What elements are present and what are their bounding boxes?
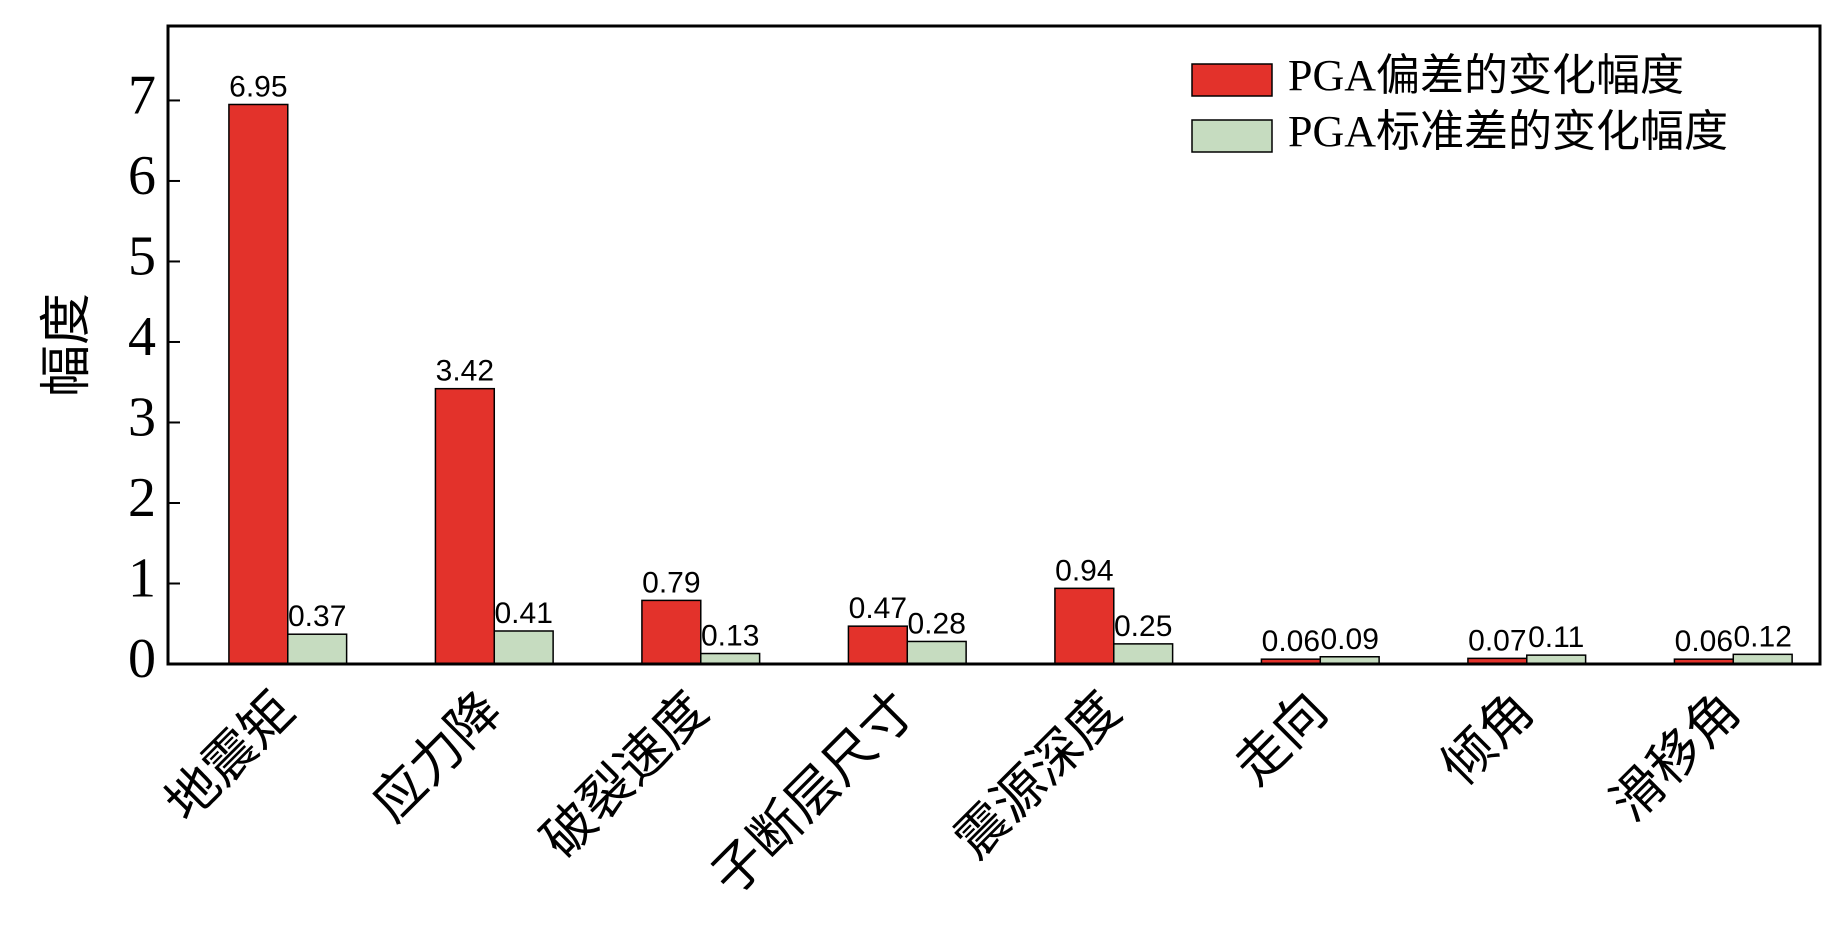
bar: [493, 630, 554, 665]
bar: [434, 387, 496, 665]
legend-label: PGA标准差的变化幅度: [1288, 107, 1728, 156]
bar: [700, 652, 761, 665]
value-label: 0.09: [1321, 623, 1379, 656]
bar: [287, 633, 348, 665]
x-tick-label: 子断层尺寸: [700, 681, 926, 907]
x-tick-label: 震源深度: [943, 681, 1133, 871]
y-tick-label: 5: [128, 225, 156, 287]
bar: [1113, 643, 1174, 665]
x-tick-label: 倾角: [1430, 681, 1546, 797]
y-tick-label: 6: [128, 145, 156, 207]
x-tick-label: 滑移角: [1600, 681, 1753, 834]
value-label: 0.94: [1055, 554, 1113, 587]
legend-label: PGA偏差的变化幅度: [1288, 51, 1684, 100]
value-label: 0.07: [1468, 624, 1526, 657]
value-label: 0.28: [908, 607, 966, 640]
y-tick-label: 1: [128, 547, 156, 609]
x-tick-label: 破裂速度: [530, 681, 720, 871]
y-tick-label: 7: [128, 64, 156, 126]
value-label: 0.11: [1528, 621, 1584, 654]
bar: [1054, 587, 1115, 665]
x-tick-label: 走向: [1223, 681, 1339, 797]
value-label: 0.37: [288, 600, 346, 633]
value-label: 0.25: [1114, 610, 1172, 643]
y-tick-label: 2: [128, 467, 156, 529]
value-label: 0.41: [495, 597, 553, 630]
value-label: 0.79: [642, 566, 700, 599]
x-tick-label: 应力降: [361, 681, 514, 834]
value-label: 0.47: [849, 592, 907, 625]
bar: [641, 599, 702, 665]
value-label: 0.06: [1675, 625, 1733, 658]
y-axis-label: 幅度: [37, 293, 97, 397]
value-label: 6.95: [229, 70, 287, 103]
y-tick-label: 3: [128, 386, 156, 448]
legend-swatch: [1191, 63, 1273, 97]
legend-swatch: [1191, 119, 1273, 153]
plot-frame: [166, 24, 1822, 666]
value-label: 0.12: [1734, 620, 1792, 653]
y-tick-label: 4: [128, 306, 156, 368]
value-label: 0.13: [701, 620, 759, 653]
x-tick-label: 地震矩: [154, 681, 307, 834]
bar: [228, 103, 289, 665]
value-label: 3.42: [436, 355, 494, 388]
value-label: 0.06: [1262, 625, 1320, 658]
bar: [847, 625, 909, 665]
bar: [906, 640, 967, 665]
y-tick-label: 0: [128, 628, 156, 690]
